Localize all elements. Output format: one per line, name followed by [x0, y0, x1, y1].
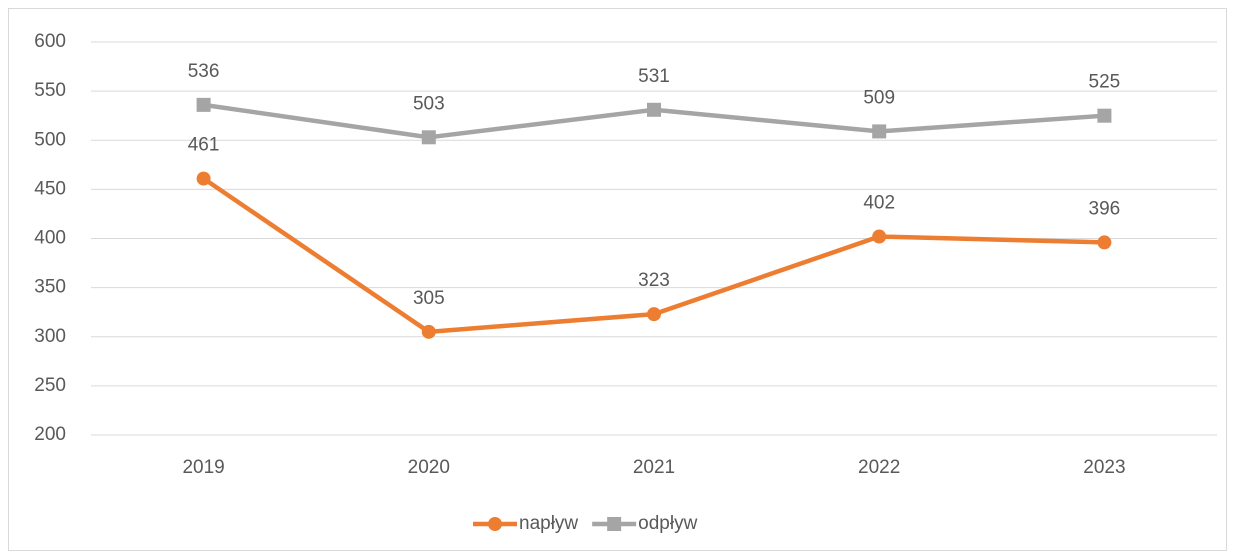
data-label: 461	[188, 135, 220, 156]
data-point	[421, 324, 436, 339]
data-label: 536	[188, 61, 220, 82]
legend-marker	[488, 517, 502, 531]
chart-border	[8, 8, 1227, 551]
y-tick-label: 200	[34, 424, 66, 445]
x-tick-label: 2019	[182, 457, 224, 478]
data-label: 509	[863, 87, 895, 108]
data-point	[421, 130, 436, 145]
y-tick-label: 400	[34, 228, 66, 249]
data-label: 323	[638, 270, 670, 291]
y-tick-label: 550	[34, 80, 66, 101]
y-tick-label: 300	[34, 326, 66, 347]
legend-marker	[607, 517, 622, 531]
data-point	[196, 171, 211, 186]
y-tick-label: 450	[34, 178, 66, 199]
x-tick-label: 2023	[1083, 457, 1125, 478]
data-point	[872, 229, 887, 244]
x-tick-label: 2021	[633, 457, 675, 478]
data-point	[647, 102, 661, 117]
legend-label: odpływ	[638, 513, 697, 534]
x-tick-label: 2022	[858, 457, 900, 478]
data-label: 531	[638, 66, 670, 87]
data-point	[872, 124, 887, 139]
data-label: 396	[1089, 198, 1121, 219]
data-point	[196, 97, 211, 112]
data-label: 402	[863, 193, 895, 214]
data-label: 503	[413, 93, 445, 114]
x-tick-label: 2020	[408, 457, 450, 478]
y-tick-label: 350	[34, 277, 66, 298]
data-point	[1097, 235, 1112, 250]
data-label: 525	[1089, 72, 1121, 93]
data-label: 305	[413, 288, 445, 309]
data-point	[647, 307, 661, 322]
y-tick-label: 250	[34, 375, 66, 396]
y-tick-label: 500	[34, 129, 66, 150]
data-point	[1097, 108, 1112, 123]
legend-label: napływ	[519, 513, 578, 534]
y-tick-label: 600	[34, 31, 66, 52]
